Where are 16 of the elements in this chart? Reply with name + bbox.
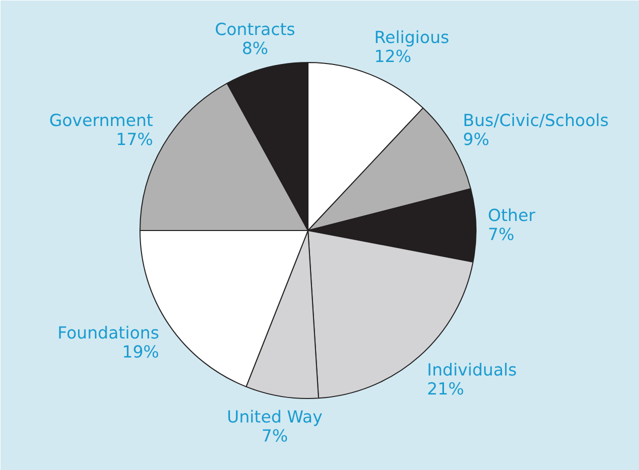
data-label: 9% bbox=[462, 130, 490, 150]
slice-label: Contracts bbox=[214, 20, 296, 40]
data-label: 12% bbox=[374, 46, 412, 66]
slice-label: Foundations bbox=[57, 323, 160, 342]
data-label: 8% bbox=[242, 39, 268, 58]
data-label: 21% bbox=[427, 380, 464, 399]
slice-label: Government bbox=[49, 111, 154, 130]
data-label: 7% bbox=[488, 224, 514, 244]
data-label: 17% bbox=[116, 130, 154, 150]
slice-label: Other bbox=[488, 206, 536, 225]
slice-label: Bus/Civic/Schools bbox=[462, 111, 609, 130]
slice-label: Individuals bbox=[427, 360, 517, 380]
slice-label: Religious bbox=[374, 28, 450, 47]
slice-label: United Way bbox=[226, 408, 323, 427]
data-label: 19% bbox=[122, 342, 160, 362]
data-label: 7% bbox=[261, 426, 288, 446]
